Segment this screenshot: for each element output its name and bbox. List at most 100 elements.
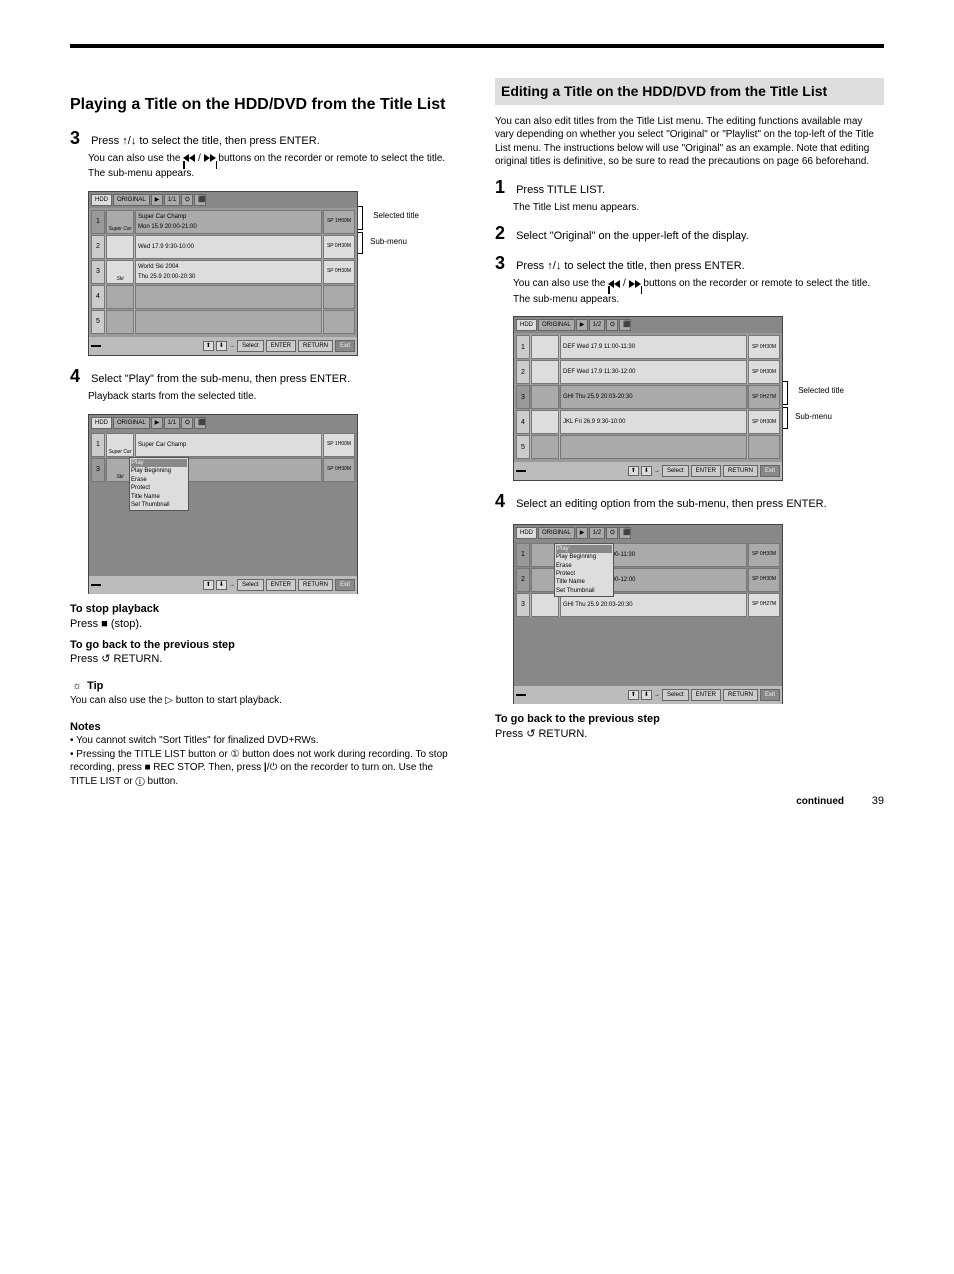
row-num: 1 xyxy=(91,210,105,234)
t: Tip xyxy=(87,680,103,692)
row-num: 3 xyxy=(91,260,105,284)
callout: Sub-menu xyxy=(370,238,407,246)
t: Thu 25.9 xyxy=(138,274,162,280)
tab: ⬛ xyxy=(619,527,631,539)
key-icon: ⬆ xyxy=(628,466,639,476)
callout: Selected title xyxy=(373,212,419,220)
left-stop: To stop playback Press ■ (stop). xyxy=(70,602,459,632)
tab: ORIGINAL xyxy=(538,319,575,331)
step3-text: Press / to select the title, then press … xyxy=(91,135,320,147)
tab: ▶ xyxy=(151,194,163,206)
rows: 1 Super Car Super Car Champ SP 1H00M 3 S… xyxy=(89,431,357,576)
t: → xyxy=(229,342,235,350)
step-number: 3 xyxy=(70,126,88,150)
footer-btn: RETURN xyxy=(723,689,758,701)
title-info: Super Car Champ xyxy=(135,433,322,457)
thumbnail: Super Car xyxy=(106,210,134,234)
tip-body: You can also use the ▷ button to start p… xyxy=(70,694,459,708)
tip-icon: ☼ xyxy=(70,679,84,694)
t: Press ↺ RETURN. xyxy=(495,728,587,740)
left-section-title: Playing a Title on the HDD/DVD from the … xyxy=(70,94,459,116)
t: You can also use the xyxy=(513,278,608,289)
panel-footer: ⬆⬇ → Select ENTER RETURN Exit xyxy=(514,686,782,704)
callout: Selected title xyxy=(798,387,844,395)
tab: ⛭ xyxy=(181,194,193,206)
down-arrow-icon xyxy=(556,260,562,272)
tab: 1/1 xyxy=(164,417,180,429)
tab: HDD xyxy=(516,527,537,539)
tab: HDD xyxy=(91,417,112,429)
table-row: 1 DEF Wed 17.9 11:00-11:30 SP 0H30M xyxy=(516,335,780,359)
t: Press ■ (stop). xyxy=(70,618,142,630)
submenu: Play Play Beginning Erase Protect Title … xyxy=(554,543,614,597)
t: buttons on the recorder or remote to sel… xyxy=(643,278,870,289)
row-num: 5 xyxy=(516,435,530,459)
skip-back-icon xyxy=(608,278,620,289)
brace-icon xyxy=(783,407,788,429)
up-arrow-icon xyxy=(547,260,553,272)
left-step3: 3 Press / to select the title, then pres… xyxy=(70,126,459,181)
thumbnail xyxy=(531,385,559,409)
title-info: JKL Fri 26.9 9:30-10:00 xyxy=(560,410,747,434)
table-row: 2 Wed 17.9 9:30-10:00 SP 0H30M xyxy=(91,235,355,259)
ext-info: SP 0H30M xyxy=(323,260,355,284)
t: DEF Wed 17.9 11:00-11:30 xyxy=(563,344,744,351)
tab: ⛭ xyxy=(606,319,618,331)
tab: ⬛ xyxy=(194,417,206,429)
key-icon: ⬇ xyxy=(641,466,652,476)
right-section-heading: Editing a Title on the HDD/DVD from the … xyxy=(495,78,884,105)
ext-info: SP 1H00M xyxy=(323,210,355,234)
table-row: 1 Super Car Super Car Champ Mon 15.9 20:… xyxy=(91,210,355,234)
step4-text: Select "Play" from the sub-menu, then pr… xyxy=(91,373,350,385)
on-icon: | xyxy=(264,762,267,773)
t: to select the title, then press ENTER. xyxy=(564,260,744,272)
left-step4: 4 Select "Play" from the sub-menu, then … xyxy=(70,364,459,404)
brace-icon xyxy=(783,381,788,405)
t: → xyxy=(654,691,660,699)
rows: 1 DEF Wed 17.9 11:00-11:30 SP 0H30M 2 DE… xyxy=(514,333,782,462)
thumbnail: Ski xyxy=(106,260,134,284)
notes-head: Notes xyxy=(70,720,459,735)
t: GHI Thu 25.9 20:03-20:30 xyxy=(563,602,744,609)
submenu-item: Set Thumbnail xyxy=(131,501,187,509)
t: You cannot switch "Sort Titles" for fina… xyxy=(76,735,318,746)
ext-info: SP 0H30M xyxy=(748,360,780,384)
table-row: 5 xyxy=(91,310,355,334)
tab: 1/2 xyxy=(589,527,605,539)
tab: 1/2 xyxy=(589,319,605,331)
sub-head: To go back to the previous step xyxy=(70,639,235,651)
row-num: 4 xyxy=(516,410,530,434)
table-row: 3 GHI Thu 25.9 20:03-20:30 SP 0H27M xyxy=(516,385,780,409)
t: 20:00-21:00 xyxy=(165,224,197,230)
panel-footer: ⬆⬇ → Select ENTER RETURN Exit xyxy=(89,576,357,594)
footer-btn: Select xyxy=(662,465,689,477)
t: Press ↺ RETURN. xyxy=(70,653,162,665)
thumbnail xyxy=(531,360,559,384)
submenu-item: Erase xyxy=(131,476,187,484)
title-info xyxy=(135,285,322,309)
submenu-item: Protect xyxy=(556,570,612,578)
thumbnail xyxy=(106,310,134,334)
title-info: World Ski 2004 Thu 25.9 20:00-20:30 xyxy=(135,260,322,284)
thumbnail xyxy=(531,335,559,359)
brace-icon xyxy=(358,206,363,230)
title-info: Wed 17.9 9:30-10:00 xyxy=(135,235,322,259)
key-icon: ⬇ xyxy=(216,580,227,590)
titlelist-panel-2: HDD ORIGINAL ▶ 1/1 ⛭ ⬛ 1 Super Car Super… xyxy=(88,414,358,594)
t: Mon 15.9 xyxy=(138,224,163,230)
key-icon: ⬆ xyxy=(203,580,214,590)
step-number: 3 xyxy=(495,251,513,275)
row-num: 4 xyxy=(91,285,105,309)
row-num: 2 xyxy=(516,568,530,592)
skip-fwd-icon xyxy=(629,278,641,289)
t: Select an editing option from the sub-me… xyxy=(516,498,827,510)
return-icon: ↺ xyxy=(101,653,110,665)
titlelist-panel-1: HDD ORIGINAL ▶ 1/1 ⛭ ⬛ 1 Super Car Super… xyxy=(88,191,358,356)
footer-btn: Exit xyxy=(335,579,355,591)
left-return: To go back to the previous step Press ↺ … xyxy=(70,638,459,668)
ext-info: SP 0H27M xyxy=(748,593,780,617)
thumbnail xyxy=(106,285,134,309)
power-icon: ① xyxy=(230,749,239,760)
t: to select the title, then press ENTER. xyxy=(139,135,319,147)
step-number: 4 xyxy=(70,364,88,388)
